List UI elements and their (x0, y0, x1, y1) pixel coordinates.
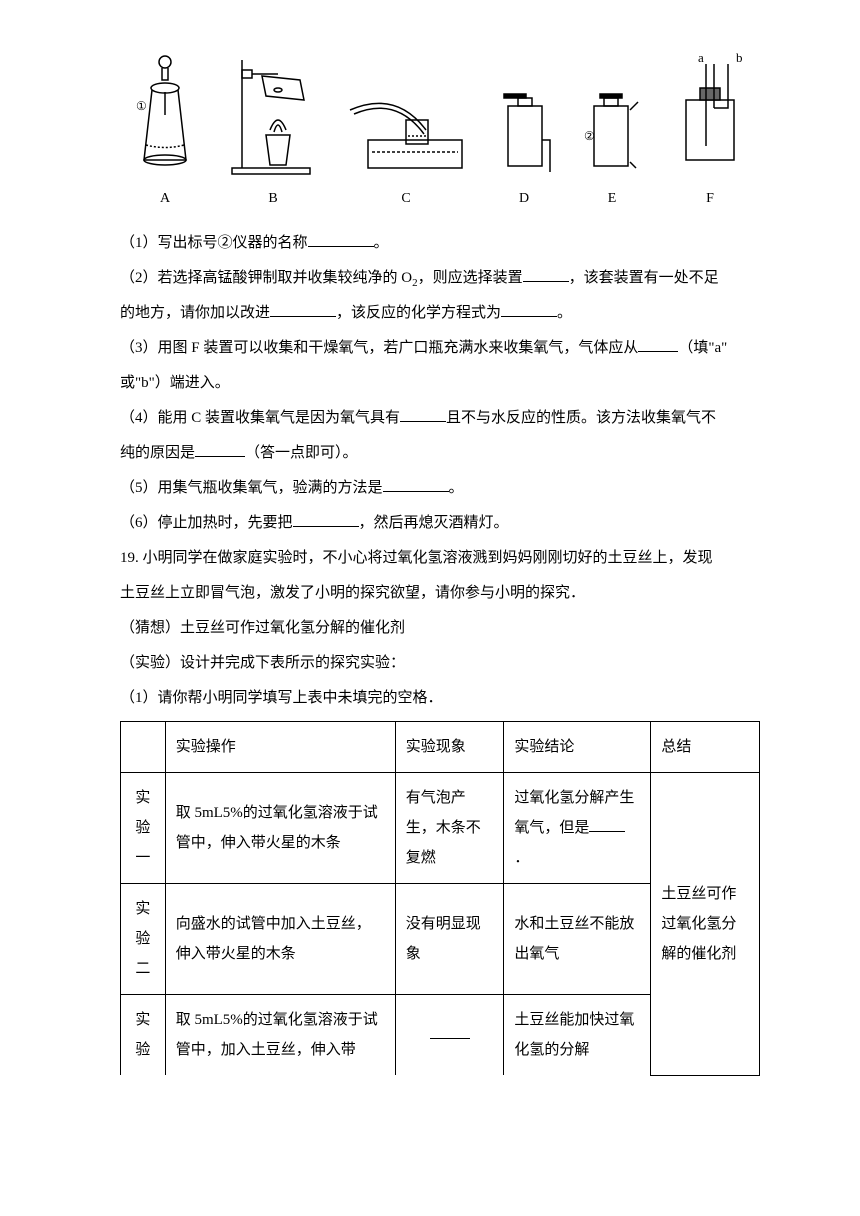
apparatus-e: ② E (582, 80, 642, 215)
th-4: 总结 (651, 722, 760, 773)
q4a-text: （4）能用 C 装置收集氧气是因为氧气具有 (120, 410, 400, 426)
fill-text: （1）请你帮小明同学填写上表中未填完的空格． (120, 690, 443, 706)
question-19b: 土豆丝上立即冒气泡，激发了小明的探究欲望，请你参与小明的探究． (120, 577, 760, 610)
r2-op: 向盛水的试管中加入土豆丝，伸入带火星的木条 (165, 884, 395, 995)
question-2a: （2）若选择高锰酸钾制取并收集较纯净的 O2，则应选择装置，该套装置有一处不足 (120, 262, 760, 295)
apparatus-c: C (346, 80, 466, 215)
th-3: 实验结论 (504, 722, 651, 773)
blank-5 (638, 336, 678, 352)
apparatus-d: D (494, 80, 554, 215)
summary-cell: 土豆丝可作过氧化氢分解的催化剂 (651, 773, 760, 1076)
port-a-label: a (698, 50, 704, 65)
question-3b: 或"b"）端进入。 (120, 367, 760, 400)
bottle-d-svg (494, 80, 554, 180)
r1-label: 实验一 (121, 773, 166, 884)
q6-text: （6）停止加热时，先要把 (120, 515, 293, 531)
flask-a-svg: ① (130, 50, 200, 180)
th-2: 实验现象 (395, 722, 504, 773)
stand-burner-svg (228, 50, 318, 180)
blank-9 (293, 511, 359, 527)
guess-text: （猜想）土豆丝可作过氧化氢分解的催化剂 (120, 620, 405, 636)
label-f: F (706, 184, 714, 215)
blank-7 (195, 441, 245, 457)
q3b-text: 或"b"）端进入。 (120, 375, 230, 391)
r3-concl: 土豆丝能加快过氧化氢的分解 (504, 995, 651, 1076)
r3-op: 取 5mL5%的过氧化氢溶液于试管中，加入土豆丝，伸入带 (165, 995, 395, 1076)
r3-phenom (395, 995, 504, 1076)
apparatus-f: a b F (670, 50, 750, 215)
q2b-end: 。 (557, 305, 572, 321)
q2a-text: （2）若选择高锰酸钾制取并收集较纯净的 O (120, 270, 412, 286)
question-3a: （3）用图 F 装置可以收集和干燥氧气，若广口瓶充满水来收集氧气，气体应从 （填"… (120, 332, 760, 365)
q2b-mid: ，该反应的化学方程式为 (336, 305, 501, 321)
blank-6 (400, 406, 446, 422)
r2-label: 实验二 (121, 884, 166, 995)
water-collection-svg (346, 80, 466, 180)
exp-text: （实验）设计并完成下表所示的探究实验： (120, 655, 405, 671)
question-5: （5）用集气瓶收集氧气，验满的方法是 。 (120, 472, 760, 505)
th-1: 实验操作 (165, 722, 395, 773)
q19a-text: 19. 小明同学在做家庭实验时，不小心将过氧化氢溶液溅到妈妈刚刚切好的土豆丝上，… (120, 550, 713, 566)
th-0 (121, 722, 166, 773)
r1-op: 取 5mL5%的过氧化氢溶液于试管中，伸入带火星的木条 (165, 773, 395, 884)
q4b-end: （答一点即可）。 (245, 445, 358, 461)
bottle-f-svg: a b (670, 50, 750, 180)
q5-text: （5）用集气瓶收集氧气，验满的方法是 (120, 480, 383, 496)
q2b-text: 的地方，请你加以改进 (120, 305, 270, 321)
q3a-end: （填"a" (678, 340, 727, 356)
apparatus-diagrams: ① A B (120, 50, 760, 215)
fill-line: （1）请你帮小明同学填写上表中未填完的空格． (120, 682, 760, 715)
label-e: E (608, 184, 617, 215)
question-4b: 纯的原因是 （答一点即可）。 (120, 437, 760, 470)
guess-line: （猜想）土豆丝可作过氧化氢分解的催化剂 (120, 612, 760, 645)
q1-text: （1）写出标号②仪器的名称 (120, 235, 308, 251)
q2a-end: ，该套装置有一处不足 (569, 270, 719, 286)
label-b: B (268, 184, 277, 215)
apparatus-b: B (228, 50, 318, 215)
bottle-e-svg: ② (582, 80, 642, 180)
q19b-text: 土豆丝上立即冒气泡，激发了小明的探究欲望，请你参与小明的探究． (120, 585, 585, 601)
question-6: （6）停止加热时，先要把 ，然后再熄灭酒精灯。 (120, 507, 760, 540)
port-b-label: b (736, 50, 743, 65)
q3a-text: （3）用图 F 装置可以收集和干燥氧气，若广口瓶充满水来收集氧气，气体应从 (120, 340, 638, 356)
blank-4 (501, 301, 557, 317)
q4b-text: 纯的原因是 (120, 445, 195, 461)
question-19a: 19. 小明同学在做家庭实验时，不小心将过氧化氢溶液溅到妈妈刚刚切好的土豆丝上，… (120, 542, 760, 575)
blank-2 (523, 266, 569, 282)
blank-t2 (430, 1023, 470, 1039)
q5-end: 。 (449, 480, 464, 496)
apparatus-a: ① A (130, 50, 200, 215)
q6-end: ，然后再熄灭酒精灯。 (359, 515, 509, 531)
blank-1 (308, 231, 374, 247)
r1-concl-b: ． (514, 850, 529, 866)
question-2b: 的地方，请你加以改进 ，该反应的化学方程式为 。 (120, 297, 760, 330)
label-a: A (160, 184, 170, 215)
question-4a: （4）能用 C 装置收集氧气是因为氧气具有 且不与水反应的性质。该方法收集氧气不 (120, 402, 760, 435)
exp-line: （实验）设计并完成下表所示的探究实验： (120, 647, 760, 680)
table-header-row: 实验操作 实验现象 实验结论 总结 (121, 722, 760, 773)
blank-8 (383, 476, 449, 492)
q1-end: 。 (374, 235, 389, 251)
table-row-1: 实验一 取 5mL5%的过氧化氢溶液于试管中，伸入带火星的木条 有气泡产生，木条… (121, 773, 760, 884)
circle-2-label: ② (584, 129, 595, 143)
r2-phenom: 没有明显现象 (395, 884, 504, 995)
r3-label: 实验 (121, 995, 166, 1076)
label-c: C (401, 184, 410, 215)
question-1: （1）写出标号②仪器的名称 。 (120, 227, 760, 260)
r2-concl: 水和土豆丝不能放出氧气 (504, 884, 651, 995)
circle-1-label: ① (136, 99, 147, 113)
r1-phenom: 有气泡产生，木条不复燃 (395, 773, 504, 884)
q2a-mid: ，则应选择装置 (418, 270, 523, 286)
q4a-end: 且不与水反应的性质。该方法收集氧气不 (446, 410, 716, 426)
experiment-table: 实验操作 实验现象 实验结论 总结 实验一 取 5mL5%的过氧化氢溶液于试管中… (120, 721, 760, 1076)
label-d: D (519, 184, 529, 215)
r1-concl: 过氧化氢分解产生氧气，但是． (504, 773, 651, 884)
blank-3 (270, 301, 336, 317)
blank-t1 (589, 816, 625, 832)
